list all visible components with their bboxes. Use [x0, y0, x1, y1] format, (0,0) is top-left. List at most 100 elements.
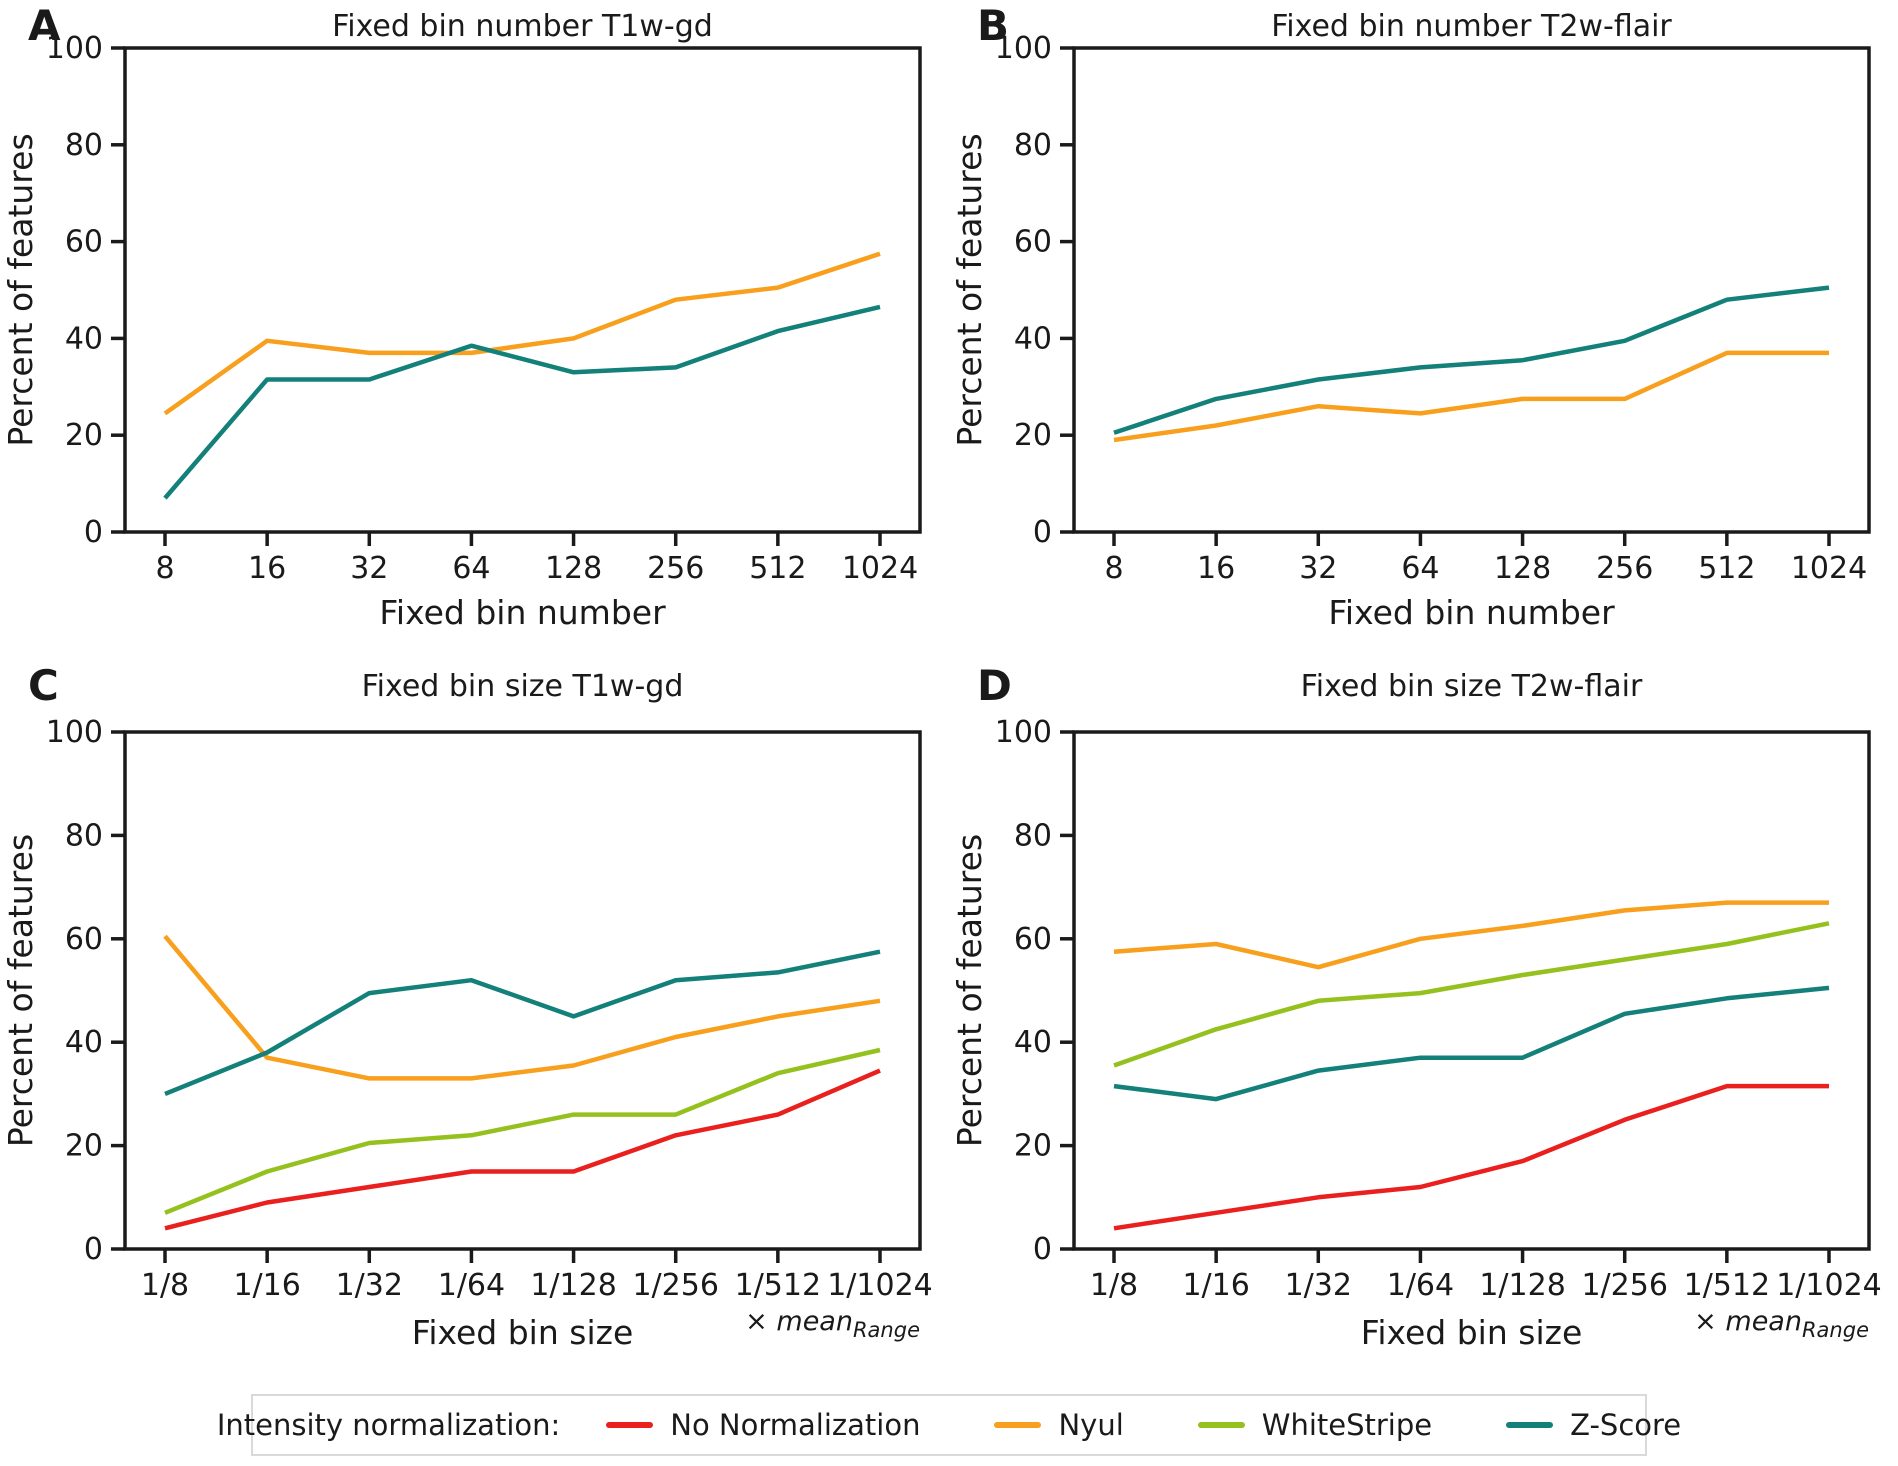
- legend-entry-no-normalization: No Normalization: [606, 1408, 920, 1442]
- series-line-z-score: [1113, 985, 1830, 1102]
- series-line-nyul: [163, 251, 881, 416]
- legend-entries: No Normalization Nyul WhiteStripe Z-Score: [606, 1408, 1681, 1442]
- series-line-no-normalization: [1113, 1083, 1829, 1231]
- x-tick-label: 512: [1698, 551, 1755, 586]
- series-line-nyul: [1113, 350, 1829, 443]
- panel-grid: A Fixed bin number T1w-gd Percent of featu…: [0, 0, 1898, 1352]
- y-tick-label: 0: [1033, 1232, 1052, 1267]
- y-axis-label: Percent of features: [1, 834, 40, 1147]
- x-tick-label: 1/1024: [1776, 1268, 1882, 1303]
- x-unit-annotation: × meanRange: [745, 1306, 920, 1342]
- x-tick-label: 32: [1299, 551, 1337, 586]
- legend-label-no-normalization: No Normalization: [670, 1408, 921, 1442]
- x-tick-label: 1/256: [1581, 1268, 1667, 1303]
- x-tick-label: 1/512: [735, 1268, 821, 1303]
- y-tick-label: 0: [1033, 515, 1052, 550]
- series-line-whitestripe: [1113, 921, 1830, 1068]
- x-tick-label: 1/16: [233, 1268, 300, 1303]
- legend-swatch-nyul: [994, 1422, 1042, 1428]
- y-tick-label: 100: [995, 715, 1052, 750]
- panel-letter-a: A: [28, 1, 61, 50]
- y-tick-label: 60: [1014, 922, 1052, 957]
- legend-entry-nyul: Nyul: [994, 1408, 1124, 1442]
- x-tick-label: 1/256: [632, 1268, 718, 1303]
- x-tick-label: 256: [1596, 551, 1653, 586]
- x-tick-label: 1024: [1791, 551, 1867, 586]
- legend: Intensity normalization: No Normalizatio…: [217, 1394, 1681, 1456]
- x-tick-label: 1/8: [1090, 1268, 1138, 1303]
- chart-title-fixed-bin-number-t1w-gd: Fixed bin number T1w-gd: [332, 9, 713, 44]
- y-tick-label: 60: [65, 225, 103, 260]
- plot-border: [123, 46, 922, 534]
- y-tick-label: 20: [65, 1129, 103, 1164]
- series-line-no-normalization: [164, 1068, 881, 1231]
- legend-label-z-score: Z-Score: [1570, 1408, 1682, 1442]
- x-tick-label: 1024: [842, 551, 918, 586]
- legend-swatch-no-normalization: [606, 1422, 654, 1428]
- legend-swatch-whitestripe: [1197, 1422, 1245, 1428]
- panel-c-chart: C Fixed bin size T1w-gd Percent of feature…: [1, 661, 933, 1352]
- legend-entry-whitestripe: WhiteStripe: [1197, 1408, 1433, 1442]
- y-tick-label: 60: [65, 922, 103, 957]
- y-tick-label: 80: [1014, 128, 1052, 163]
- x-tick-label: 8: [155, 551, 174, 586]
- y-tick-label: 40: [65, 1025, 103, 1060]
- panel-letter-b: B: [977, 1, 1009, 50]
- series-line-nyul: [1113, 900, 1829, 970]
- panel-b-chart: B Fixed bin number T2w-flair Percent of fe…: [950, 1, 1871, 632]
- series-line-whitestripe: [164, 1047, 881, 1215]
- x-axis-label: Fixed bin number: [1328, 593, 1615, 632]
- series-line-nyul: [163, 934, 881, 1081]
- x-tick-label: 32: [350, 551, 388, 586]
- plot-border: [1072, 46, 1871, 534]
- x-tick-label: 256: [647, 551, 704, 586]
- y-tick-label: 60: [1014, 225, 1052, 260]
- x-tick-label: 64: [1401, 551, 1439, 586]
- x-axis-label: Fixed bin size: [412, 1313, 634, 1352]
- chart-title-fixed-bin-number-t2w-flair: Fixed bin number T2w-flair: [1271, 9, 1672, 44]
- chart-title-fixed-bin-size-t1w-gd: Fixed bin size T1w-gd: [362, 669, 684, 704]
- y-tick-label: 80: [65, 128, 103, 163]
- legend-label-nyul: Nyul: [1058, 1408, 1124, 1442]
- legend-entry-z-score: Z-Score: [1506, 1408, 1681, 1442]
- x-unit-annotation: × meanRange: [1694, 1306, 1869, 1342]
- x-tick-label: 1/8: [141, 1268, 189, 1303]
- panel-letter-c: C: [28, 661, 59, 710]
- x-tick-label: 512: [749, 551, 806, 586]
- x-tick-label: 1/128: [530, 1268, 616, 1303]
- x-tick-label: 64: [452, 551, 490, 586]
- panel-d-chart: D Fixed bin size T2w-flair Percent of feat…: [950, 661, 1882, 1352]
- y-tick-label: 0: [84, 515, 103, 550]
- plot-border: [123, 730, 922, 1251]
- y-tick-label: 40: [65, 321, 103, 356]
- x-tick-label: 16: [248, 551, 286, 586]
- x-axis-label: Fixed bin number: [379, 593, 666, 632]
- legend-swatch-z-score: [1506, 1422, 1554, 1428]
- x-tick-label: 128: [1494, 551, 1551, 586]
- series-line-z-score: [1113, 285, 1830, 435]
- x-tick-label: 1/16: [1182, 1268, 1249, 1303]
- x-tick-label: 16: [1197, 551, 1235, 586]
- y-axis-label: Percent of features: [950, 834, 989, 1147]
- y-tick-label: 20: [1014, 418, 1052, 453]
- x-tick-label: 1/32: [1285, 1268, 1352, 1303]
- y-axis-label: Percent of features: [950, 133, 989, 446]
- panel-b: B Fixed bin number T2w-flair Percent of fe…: [949, 0, 1898, 652]
- y-tick-label: 20: [65, 418, 103, 453]
- series-line-z-score: [164, 949, 881, 1096]
- x-tick-label: 8: [1104, 551, 1123, 586]
- x-tick-label: 1/1024: [827, 1268, 933, 1303]
- x-tick-label: 1/32: [336, 1268, 403, 1303]
- y-tick-label: 0: [84, 1232, 103, 1267]
- panel-a-chart: A Fixed bin number T1w-gd Percent of featu…: [1, 1, 922, 632]
- x-tick-label: 1/64: [438, 1268, 505, 1303]
- y-tick-label: 40: [1014, 321, 1052, 356]
- y-tick-label: 80: [1014, 818, 1052, 853]
- plot-border: [1072, 730, 1871, 1251]
- legend-row: Intensity normalization: No Normalizatio…: [0, 1380, 1898, 1456]
- legend-label-whitestripe: WhiteStripe: [1261, 1408, 1433, 1442]
- legend-title: Intensity normalization:: [216, 1408, 561, 1442]
- panel-a: A Fixed bin number T1w-gd Percent of featu…: [0, 0, 949, 652]
- chart-title-fixed-bin-size-t2w-flair: Fixed bin size T2w-flair: [1301, 669, 1643, 704]
